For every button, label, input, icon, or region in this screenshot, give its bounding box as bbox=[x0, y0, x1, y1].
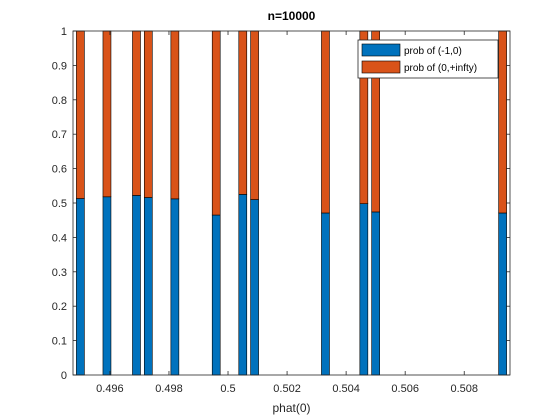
y-tick-label: 0.5 bbox=[52, 198, 67, 210]
x-tick-label: 0.506 bbox=[391, 383, 419, 395]
legend-swatch bbox=[361, 60, 401, 74]
bar-segment-pos bbox=[211, 30, 221, 216]
legend-label: prob of (0,+infty) bbox=[404, 63, 477, 74]
x-tick-label: 0.502 bbox=[273, 383, 301, 395]
bar-segment-neg bbox=[371, 211, 380, 376]
bar-segment-pos bbox=[170, 30, 180, 200]
legend-label: prob of (-1,0) bbox=[404, 46, 462, 57]
x-tick-label: 0.508 bbox=[450, 383, 478, 395]
bar-segment-neg bbox=[211, 214, 221, 376]
y-tick-label: 0.9 bbox=[52, 60, 67, 72]
bar-segment-neg bbox=[102, 196, 112, 376]
x-tick-label: 0.5 bbox=[220, 383, 235, 395]
bar-segment-neg bbox=[498, 212, 507, 376]
bar-segment-neg bbox=[132, 195, 141, 376]
bar-segment-neg bbox=[238, 194, 248, 376]
x-tick-label: 0.504 bbox=[332, 383, 360, 395]
bar-segment-pos bbox=[250, 30, 259, 200]
bar-segment-neg bbox=[321, 212, 330, 376]
bar-segment-neg bbox=[359, 203, 369, 376]
y-tick-label: 0.6 bbox=[52, 164, 67, 176]
x-tick-label: 0.498 bbox=[155, 383, 183, 395]
y-tick-label: 0.4 bbox=[52, 232, 67, 244]
y-tick-label: 0.3 bbox=[52, 267, 67, 279]
legend: prob of (-1,0) prob of (0,+infty) bbox=[357, 39, 499, 79]
bar-segment-neg bbox=[170, 198, 180, 376]
bar-segment-pos bbox=[143, 30, 153, 198]
bar-segment-pos bbox=[238, 30, 248, 195]
x-axis: 0.496 0.498 0.5 0.502 0.504 0.506 0.508 bbox=[96, 31, 478, 395]
y-tick-label: 0.8 bbox=[52, 95, 67, 107]
x-tick-label: 0.496 bbox=[96, 383, 124, 395]
chart-title: n=10000 bbox=[268, 9, 316, 23]
bar-segment-neg bbox=[250, 199, 259, 376]
bar-segment-pos bbox=[498, 30, 507, 214]
y-axis: 0 0.1 0.2 0.3 0.4 0.5 0.6 0.7 0.8 0.9 1 bbox=[52, 26, 510, 382]
y-tick-label: 1 bbox=[61, 26, 67, 38]
bars-group bbox=[76, 30, 507, 376]
bar-segment-pos bbox=[76, 30, 85, 199]
y-tick-label: 0.1 bbox=[52, 336, 67, 348]
legend-swatch bbox=[361, 43, 401, 57]
bar-segment-pos bbox=[132, 30, 141, 196]
bar-segment-neg bbox=[143, 197, 153, 376]
y-tick-label: 0.7 bbox=[52, 129, 67, 141]
bar-segment-pos bbox=[321, 30, 330, 214]
bar-segment-pos bbox=[102, 30, 112, 198]
bar-segment-neg bbox=[76, 198, 85, 376]
y-tick-label: 0 bbox=[61, 370, 67, 382]
y-tick-label: 0.2 bbox=[52, 301, 67, 313]
x-axis-label: phat(0) bbox=[272, 401, 310, 415]
